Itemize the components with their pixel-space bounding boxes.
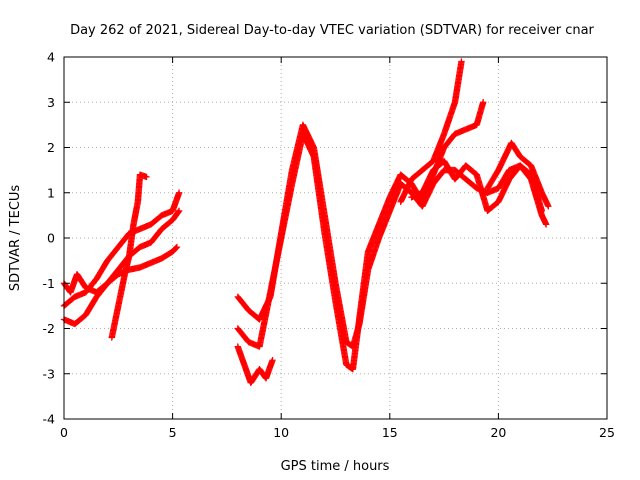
series-track-a <box>60 207 183 328</box>
data-point <box>143 173 150 181</box>
axis-ticks <box>63 56 608 420</box>
y-tick-label: 2 <box>47 140 55 155</box>
y-tick-label: 0 <box>47 231 55 246</box>
series-track-g <box>234 343 276 386</box>
series-track-c <box>60 243 181 296</box>
plot-frame <box>63 56 608 420</box>
y-tick-label: -1 <box>43 276 55 291</box>
data-point <box>458 58 465 65</box>
y-axis-label: SDTVAR / TECUs <box>8 185 23 292</box>
y-tick-label: 1 <box>47 185 55 200</box>
data-point <box>542 221 550 228</box>
y-tick-label: 3 <box>47 95 55 110</box>
data-point <box>269 356 276 364</box>
y-tick-labels: -4 -3 -2 -1 0 1 2 3 4 <box>43 50 56 427</box>
series-track-f <box>234 99 487 373</box>
series-track-d <box>108 171 150 341</box>
series-track-i <box>408 157 550 228</box>
data-point <box>175 208 182 215</box>
data-point <box>172 245 179 252</box>
data-point <box>545 203 552 210</box>
data-point <box>175 207 183 215</box>
y-tick-label: 4 <box>47 50 55 65</box>
series-track-j <box>484 139 552 210</box>
data-point <box>173 243 181 251</box>
data-point <box>479 99 487 106</box>
chart-title: Day 262 of 2021, Sidereal Day-to-day VTE… <box>70 23 594 38</box>
data-point <box>173 244 180 252</box>
data-point <box>175 189 183 196</box>
x-tick-labels: 0 5 10 15 20 25 <box>60 425 615 440</box>
grid <box>64 57 607 419</box>
series-track-h <box>397 58 465 205</box>
x-tick-label: 20 <box>490 425 506 440</box>
series-group <box>60 58 552 386</box>
x-tick-label: 25 <box>599 425 615 440</box>
x-tick-label: 10 <box>273 425 289 440</box>
x-axis-label: GPS time / hours <box>281 459 390 474</box>
x-tick-label: 15 <box>382 425 398 440</box>
x-tick-label: 0 <box>60 425 68 440</box>
y-tick-label: -3 <box>43 366 55 381</box>
y-tick-label: -4 <box>43 412 56 427</box>
y-tick-label: -2 <box>43 321 55 336</box>
x-tick-label: 5 <box>169 425 177 440</box>
